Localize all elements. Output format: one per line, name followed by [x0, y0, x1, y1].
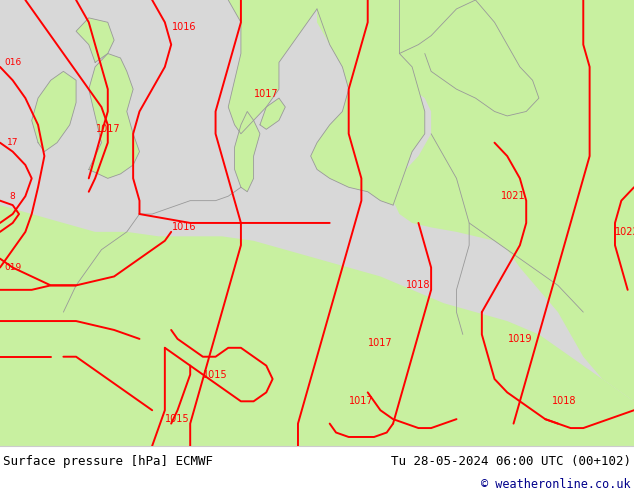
Polygon shape [89, 53, 139, 178]
Text: 17: 17 [7, 138, 18, 147]
Polygon shape [425, 0, 539, 116]
Text: © weatheronline.co.uk: © weatheronline.co.uk [481, 478, 631, 490]
Polygon shape [228, 0, 317, 134]
Text: 016: 016 [4, 58, 22, 67]
Text: 1016: 1016 [172, 22, 196, 32]
Text: 1017: 1017 [254, 89, 278, 98]
Polygon shape [32, 72, 76, 151]
Text: 8: 8 [10, 192, 16, 201]
Text: 1015: 1015 [165, 414, 190, 424]
Text: 1019: 1019 [508, 334, 532, 344]
Text: 1021: 1021 [501, 191, 526, 201]
Text: 1022: 1022 [615, 227, 634, 237]
Polygon shape [0, 205, 634, 446]
Polygon shape [393, 0, 634, 401]
Polygon shape [235, 112, 260, 192]
Text: 1017: 1017 [368, 338, 392, 348]
Text: 1018: 1018 [406, 280, 430, 291]
Text: 1017: 1017 [96, 124, 120, 134]
Polygon shape [399, 0, 634, 98]
Text: Tu 28-05-2024 06:00 UTC (00+102): Tu 28-05-2024 06:00 UTC (00+102) [391, 455, 631, 468]
Text: 1016: 1016 [172, 222, 196, 232]
Text: Surface pressure [hPa] ECMWF: Surface pressure [hPa] ECMWF [3, 455, 213, 468]
Text: 019: 019 [4, 263, 22, 272]
Polygon shape [76, 18, 114, 62]
Text: 1018: 1018 [552, 396, 576, 406]
Text: 1017: 1017 [349, 396, 373, 406]
Polygon shape [260, 98, 285, 129]
Polygon shape [311, 0, 425, 205]
Text: 1015: 1015 [204, 369, 228, 380]
